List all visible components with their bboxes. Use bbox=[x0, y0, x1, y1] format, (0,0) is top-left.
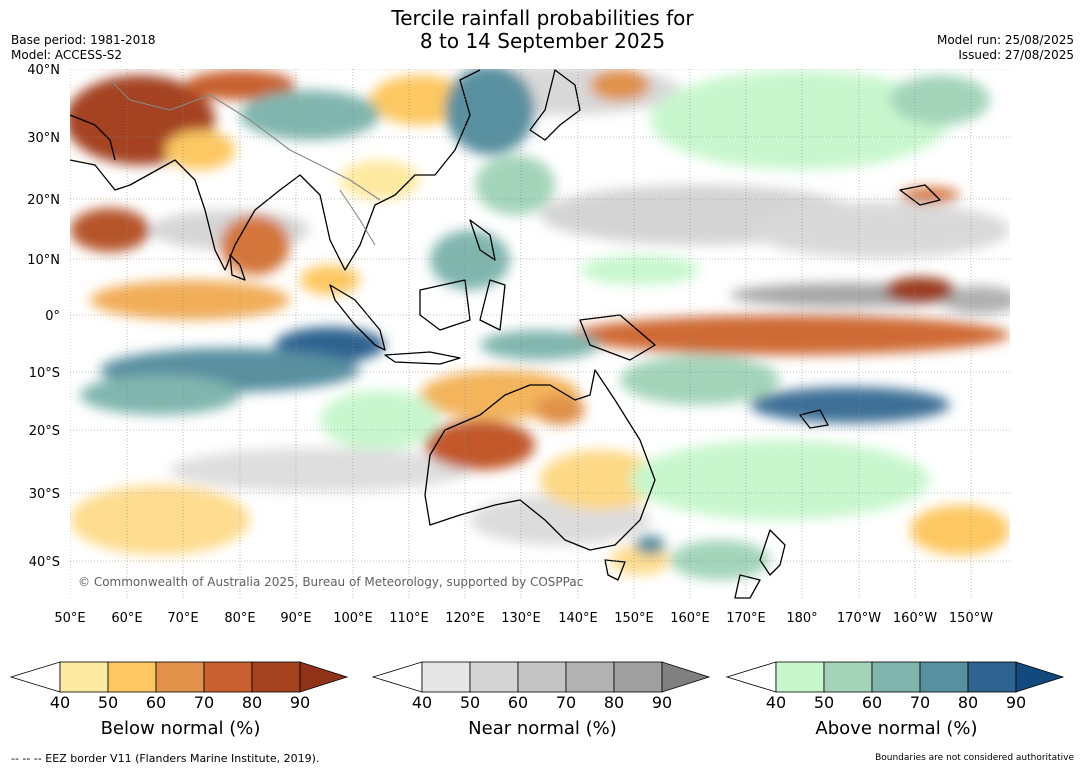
latitude-label: 10°N bbox=[27, 253, 60, 268]
colorbar-low-arrow bbox=[725, 661, 777, 693]
colorbar-segment bbox=[421, 661, 471, 693]
longitude-label: 160°W bbox=[893, 611, 937, 626]
colorbar-near-normal-title: Near normal (%) bbox=[468, 718, 617, 739]
title-line-2: 8 to 14 September 2025 bbox=[419, 29, 666, 53]
colorbar-tick-label: 90 bbox=[290, 693, 310, 708]
colorbar-tick-label: 70 bbox=[194, 693, 214, 708]
country-borders bbox=[109, 79, 381, 246]
copyright-notice: © Commonwealth of Australia 2025, Bureau… bbox=[78, 575, 583, 589]
colorbar-segment bbox=[469, 661, 519, 693]
latitude-labels: 40°N 30°N 20°N 10°N 0° 10°S 20°S 30°S 40°S bbox=[27, 63, 60, 570]
boundaries-disclaimer: Boundaries are not considered authoritat… bbox=[875, 753, 1074, 763]
title-line-1: Tercile rainfall probabilities for bbox=[391, 6, 694, 30]
colorbar-segment bbox=[775, 661, 825, 693]
longitude-label: 160°E bbox=[670, 611, 710, 626]
probability-patches bbox=[70, 69, 1010, 580]
longitude-label: 60°E bbox=[111, 611, 142, 626]
longitude-label: 70°E bbox=[167, 611, 198, 626]
colorbar-tick-label: 70 bbox=[910, 693, 930, 708]
longitude-label: 150°W bbox=[949, 611, 993, 626]
latitude-label: 0° bbox=[45, 309, 60, 324]
colorbar-segment bbox=[59, 661, 109, 693]
probability-map: © Commonwealth of Australia 2025, Bureau… bbox=[27, 63, 1010, 626]
colorbar-segment bbox=[107, 661, 157, 693]
colorbar-high-arrow bbox=[661, 661, 711, 693]
colorbar-tick-label: 50 bbox=[814, 693, 834, 708]
colorbar-low-arrow bbox=[9, 661, 61, 693]
colorbar-tick-label: 40 bbox=[766, 693, 786, 708]
colorbar-tick-label: 80 bbox=[958, 693, 978, 708]
issued-date: Issued: 27/08/2025 bbox=[958, 48, 1074, 62]
base-period: Base period: 1981-2018 bbox=[11, 33, 156, 47]
colorbar-segment bbox=[517, 661, 567, 693]
colorbar-segment bbox=[155, 661, 205, 693]
longitude-label: 110°E bbox=[389, 611, 429, 626]
colorbar-segment bbox=[967, 661, 1017, 693]
colorbar-low-arrow bbox=[371, 661, 423, 693]
colorbar-segment bbox=[823, 661, 873, 693]
latitude-label: 20°S bbox=[29, 424, 60, 439]
colorbar-tick-label: 60 bbox=[508, 693, 528, 708]
colorbar-segment bbox=[871, 661, 921, 693]
colorbar-tick-label: 40 bbox=[50, 693, 70, 708]
longitude-label: 130°E bbox=[501, 611, 541, 626]
longitude-label: 100°E bbox=[333, 611, 373, 626]
colorbar-tick-label: 60 bbox=[862, 693, 882, 708]
colorbar-segment bbox=[919, 661, 969, 693]
map-area: © Commonwealth of Australia 2025, Bureau… bbox=[70, 69, 1010, 600]
latitude-label: 30°N bbox=[27, 131, 60, 146]
colorbar-segment bbox=[565, 661, 615, 693]
longitude-label: 120°E bbox=[445, 611, 485, 626]
colorbar-tick-label: 80 bbox=[604, 693, 624, 708]
latitude-label: 30°S bbox=[29, 487, 60, 502]
longitude-label: 170°W bbox=[837, 611, 881, 626]
colorbar-above-normal-title: Above normal (%) bbox=[815, 718, 978, 739]
colorbar-below-normal: 40 50 60 70 80 90 bbox=[9, 661, 349, 708]
longitude-label: 80°E bbox=[224, 611, 255, 626]
colorbar-tick-label: 50 bbox=[98, 693, 118, 708]
longitude-label: 140°E bbox=[558, 611, 598, 626]
latitude-label: 10°S bbox=[29, 366, 60, 381]
colorbar-tick-label: 70 bbox=[556, 693, 576, 708]
model-name: Model: ACCESS-S2 bbox=[11, 48, 123, 62]
colorbar-tick-label: 90 bbox=[652, 693, 672, 708]
longitude-label: 50°E bbox=[54, 611, 85, 626]
latitude-label: 20°N bbox=[27, 193, 60, 208]
longitude-label: 150°E bbox=[614, 611, 654, 626]
longitude-label: 170°E bbox=[726, 611, 766, 626]
colorbar-tick-label: 50 bbox=[460, 693, 480, 708]
colorbar-segment bbox=[203, 661, 253, 693]
longitude-labels: 50°E 60°E 70°E 80°E 90°E 100°E 110°E 120°E 130°E… bbox=[54, 611, 993, 626]
longitude-label: 90°E bbox=[280, 611, 311, 626]
model-run-date: Model run: 25/08/2025 bbox=[936, 33, 1074, 47]
colorbar-tick-label: 40 bbox=[412, 693, 432, 708]
colorbar-high-arrow bbox=[1015, 661, 1065, 693]
colorbar-segment bbox=[613, 661, 663, 693]
colorbar-near-normal: 40 50 60 70 80 90 bbox=[371, 661, 711, 708]
latitude-label: 40°N bbox=[27, 63, 60, 78]
graticule bbox=[70, 69, 1010, 600]
colorbar-tick-label: 60 bbox=[146, 693, 166, 708]
coastlines bbox=[70, 69, 941, 599]
colorbar-segment bbox=[251, 661, 301, 693]
colorbar-tick-label: 80 bbox=[242, 693, 262, 708]
eez-border-note: -- -- -- EEZ border V11 (Flanders Marine… bbox=[11, 752, 320, 765]
longitude-label: 180° bbox=[786, 611, 817, 626]
colorbar-above-normal: 40 50 60 70 80 90 bbox=[725, 661, 1065, 708]
colorbar-high-arrow bbox=[299, 661, 349, 693]
colorbar-tick-label: 90 bbox=[1006, 693, 1026, 708]
latitude-label: 40°S bbox=[29, 555, 60, 570]
colorbar-below-normal-title: Below normal (%) bbox=[100, 718, 261, 739]
